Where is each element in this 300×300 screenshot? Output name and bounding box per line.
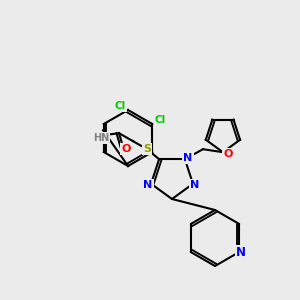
Text: N: N	[183, 153, 193, 163]
Text: N: N	[143, 180, 153, 190]
Text: O: O	[122, 144, 131, 154]
Text: HN: HN	[93, 133, 109, 143]
Text: S: S	[143, 144, 151, 154]
Text: Cl: Cl	[114, 101, 126, 111]
Text: Cl: Cl	[154, 115, 166, 125]
Text: O: O	[223, 149, 232, 159]
Text: N: N	[236, 247, 246, 260]
Text: N: N	[190, 180, 200, 190]
